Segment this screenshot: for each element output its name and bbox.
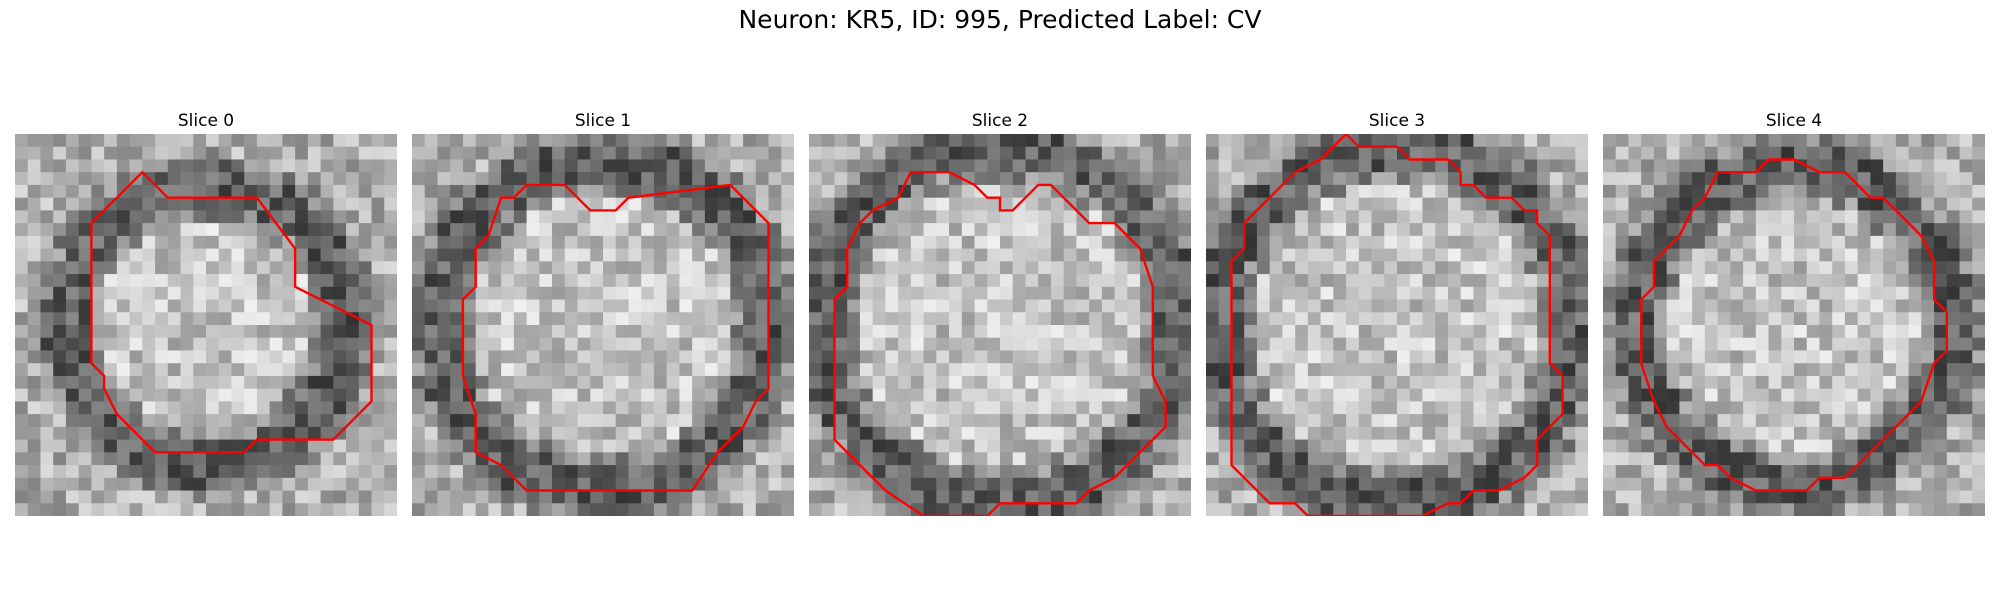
segmentation-outline [461, 183, 770, 492]
segmentation-outline [833, 171, 1167, 516]
slice-panel-3: Slice 3 [1206, 108, 1588, 516]
slice-title: Slice 3 [1368, 111, 1426, 131]
slice-title: Slice 0 [177, 111, 235, 131]
slice-panel-4: Slice 4 [1603, 108, 1985, 516]
slice-image [15, 134, 397, 516]
slice-image [809, 134, 1191, 516]
segmentation-outline [1640, 158, 1948, 492]
slice-panel-2: Slice 2 [809, 108, 1191, 516]
segmentation-outline [1230, 134, 1564, 516]
slice-image [412, 134, 794, 516]
slice-image [1603, 134, 1985, 516]
slice-title: Slice 2 [971, 111, 1029, 131]
slice-image [1206, 134, 1588, 516]
slice-panel-0: Slice 0 [15, 108, 397, 516]
slice-title: Slice 1 [574, 111, 632, 131]
slice-panel-1: Slice 1 [412, 108, 794, 516]
figure-title: Neuron: KR5, ID: 995, Predicted Label: C… [738, 5, 1262, 34]
slice-title: Slice 4 [1765, 111, 1823, 131]
segmentation-outline [90, 170, 373, 454]
